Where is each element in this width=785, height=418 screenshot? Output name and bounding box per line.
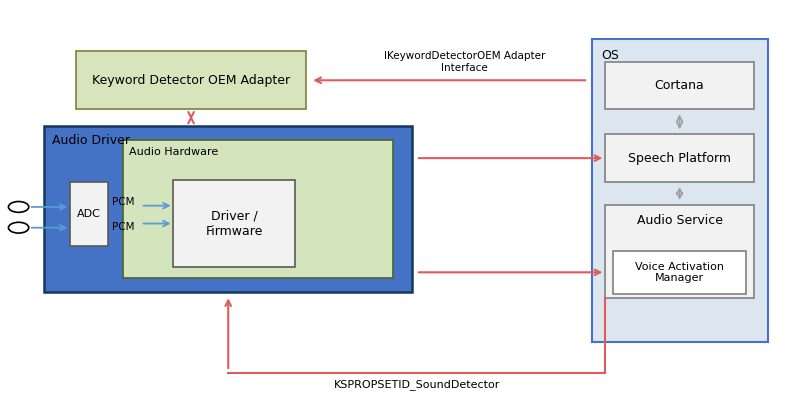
Text: Driver /
Firmware: Driver / Firmware [206, 209, 263, 237]
Text: IKeywordDetectorOEM Adapter
Interface: IKeywordDetectorOEM Adapter Interface [384, 51, 546, 73]
Text: Audio Driver: Audio Driver [53, 134, 130, 147]
Text: Voice Activation
Manager: Voice Activation Manager [635, 262, 724, 283]
Text: OS: OS [601, 49, 619, 62]
FancyBboxPatch shape [605, 205, 754, 298]
Text: PCM: PCM [111, 197, 134, 207]
Text: Audio Service: Audio Service [637, 214, 722, 227]
FancyBboxPatch shape [592, 39, 768, 342]
FancyBboxPatch shape [605, 134, 754, 182]
Text: PCM: PCM [111, 222, 134, 232]
FancyBboxPatch shape [173, 180, 294, 267]
FancyBboxPatch shape [45, 126, 412, 292]
Text: ADC: ADC [77, 209, 101, 219]
Text: KSPROPSETID_SoundDetector: KSPROPSETID_SoundDetector [334, 379, 500, 390]
Text: Keyword Detector OEM Adapter: Keyword Detector OEM Adapter [92, 74, 290, 87]
FancyBboxPatch shape [122, 140, 392, 278]
FancyBboxPatch shape [605, 61, 754, 110]
FancyBboxPatch shape [613, 250, 746, 294]
FancyBboxPatch shape [70, 182, 108, 246]
Text: Speech Platform: Speech Platform [628, 152, 731, 165]
Text: Cortana: Cortana [655, 79, 704, 92]
Text: Audio Hardware: Audio Hardware [129, 147, 218, 157]
FancyBboxPatch shape [75, 51, 306, 110]
